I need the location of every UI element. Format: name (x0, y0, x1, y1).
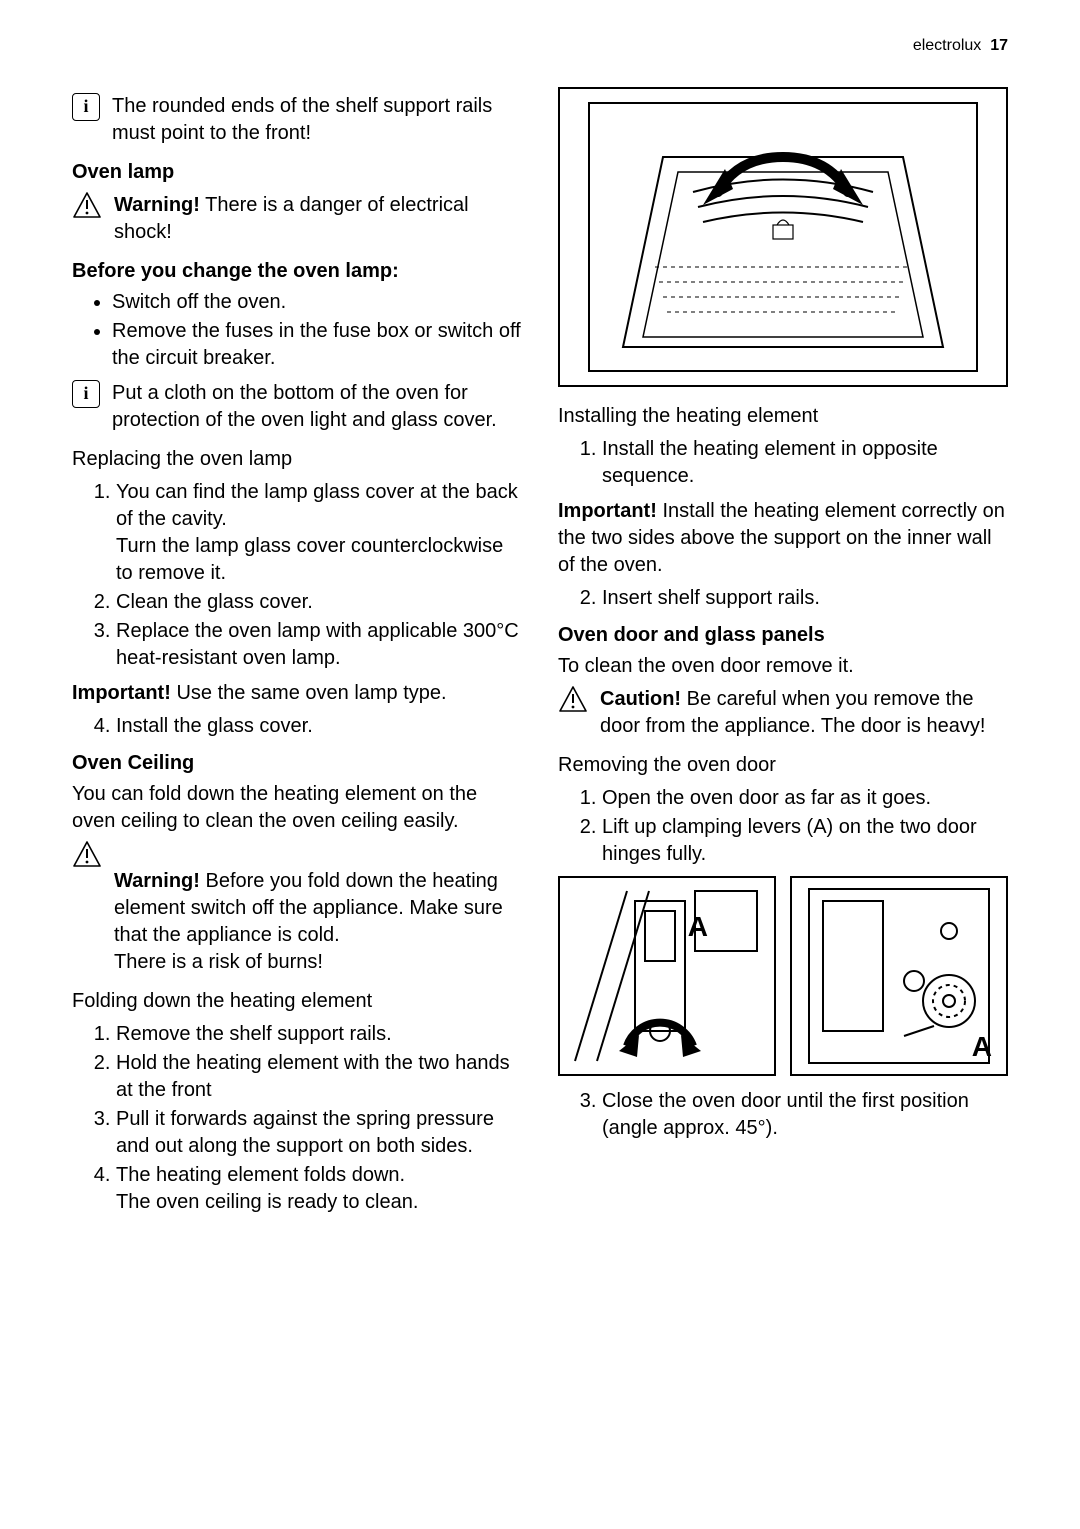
list-item: Lift up clamping levers (A) on the two d… (602, 814, 1008, 868)
info-cloth-text: Put a cloth on the bottom of the oven fo… (112, 380, 522, 434)
warning-icon (72, 841, 102, 867)
list-item: Close the oven door until the first posi… (602, 1088, 1008, 1142)
list-item: Remove the fuses in the fuse box or swit… (112, 318, 522, 372)
replace-list: You can find the lamp glass cover at the… (72, 479, 522, 672)
warning-lamp: Warning! There is a danger of electrical… (72, 192, 522, 246)
info-icon: i (72, 380, 100, 408)
page-number: 17 (990, 37, 1008, 54)
info-rails: i The rounded ends of the shelf support … (72, 93, 522, 147)
list-item: Install the heating element in opposite … (602, 436, 1008, 490)
install-list-cont: Insert shelf support rails. (558, 585, 1008, 612)
warning-label: Warning! (114, 194, 200, 216)
list-item: Hold the heating element with the two ha… (116, 1050, 522, 1104)
before-list: Switch off the oven. Remove the fuses in… (72, 289, 522, 372)
label-a: A (972, 1028, 992, 1066)
section-oven-ceiling: Oven Ceiling (72, 750, 522, 777)
section-oven-lamp: Oven lamp (72, 159, 522, 186)
important-lamp-text: Use the same oven lamp type. (171, 682, 447, 704)
list-item: Replace the oven lamp with applicable 30… (116, 618, 522, 672)
install-list: Install the heating element in opposite … (558, 436, 1008, 490)
list-item: The heating element folds down. The oven… (116, 1162, 522, 1216)
remove-list: Open the oven door as far as it goes. Li… (558, 785, 1008, 868)
figure-heating-element (558, 87, 1008, 387)
replace-list-cont: Install the glass cover. (72, 713, 522, 740)
info-cloth: i Put a cloth on the bottom of the oven … (72, 380, 522, 434)
list-item: Open the oven door as far as it goes. (602, 785, 1008, 812)
caution-icon (558, 686, 588, 712)
figure-door-hinges: A A (558, 876, 1008, 1076)
important-label: Important! (558, 500, 657, 522)
section-oven-door: Oven door and glass panels (558, 622, 1008, 649)
caution-label: Caution! (600, 688, 681, 710)
para-folding: Folding down the heating element (72, 988, 522, 1015)
list-item: Remove the shelf support rails. (116, 1021, 522, 1048)
list-item: Pull it forwards against the spring pres… (116, 1106, 522, 1160)
list-item: You can find the lamp glass cover at the… (116, 479, 522, 587)
para-replacing: Replacing the oven lamp (72, 446, 522, 473)
figure-hinge-left: A (558, 876, 776, 1076)
fold-list: Remove the shelf support rails. Hold the… (72, 1021, 522, 1216)
warning-label: Warning! (114, 870, 200, 892)
para-ceiling: You can fold down the heating element on… (72, 781, 522, 835)
para-removing: Removing the oven door (558, 752, 1008, 779)
list-item: Clean the glass cover. (116, 589, 522, 616)
important-label: Important! (72, 682, 171, 704)
caution-door: Caution! Be careful when you remove the … (558, 686, 1008, 740)
info-rails-text: The rounded ends of the shelf support ra… (112, 93, 522, 147)
warning-ceiling: Warning! Before you fold down the heatin… (72, 841, 522, 976)
list-item: Switch off the oven. (112, 289, 522, 316)
left-column: i The rounded ends of the shelf support … (72, 87, 522, 1224)
list-item: Install the glass cover. (116, 713, 522, 740)
right-column: Installing the heating element Install t… (558, 87, 1008, 1224)
list-item: Insert shelf support rails. (602, 585, 1008, 612)
brand-label: electrolux (913, 37, 981, 54)
para-installing: Installing the heating element (558, 403, 1008, 430)
info-icon: i (72, 93, 100, 121)
figure-hinge-right: A (790, 876, 1008, 1076)
label-a: A (688, 908, 708, 946)
para-door: To clean the oven door remove it. (558, 653, 1008, 680)
important-lamp: Important! Use the same oven lamp type. (72, 680, 522, 707)
warning-icon (72, 192, 102, 218)
remove-list-cont: Close the oven door until the first posi… (558, 1088, 1008, 1142)
section-before-change: Before you change the oven lamp: (72, 258, 522, 285)
page-header: electrolux 17 (72, 35, 1008, 57)
important-install: Important! Install the heating element c… (558, 498, 1008, 579)
